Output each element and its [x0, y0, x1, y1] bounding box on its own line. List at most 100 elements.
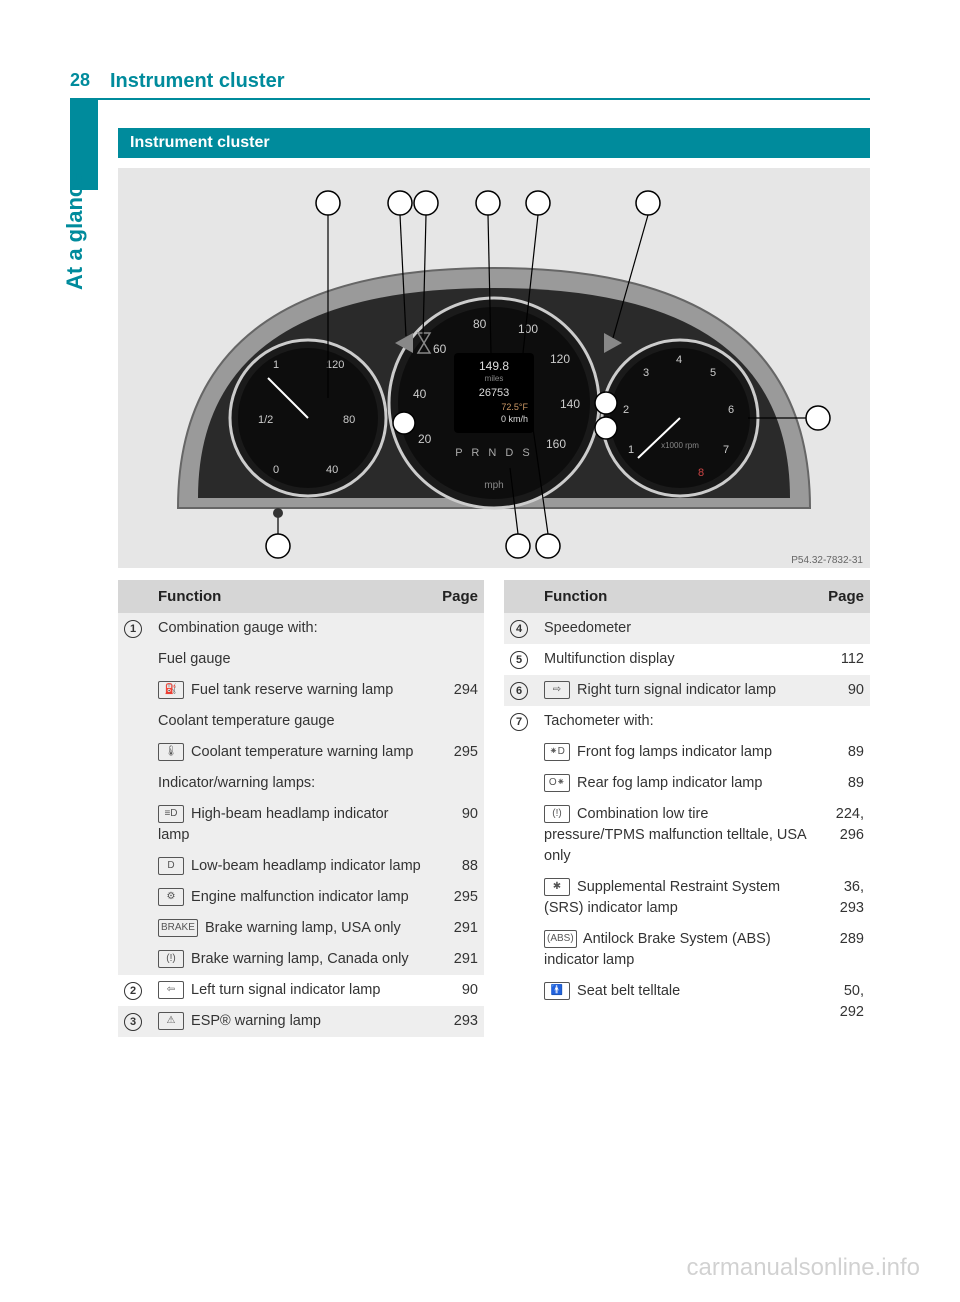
svg-text:120: 120 [326, 359, 344, 371]
row-function: ⁕D Front fog lamps indicator lamp [538, 737, 814, 768]
indicator-icon: ⛽ [158, 681, 184, 699]
title-underline [70, 98, 870, 100]
svg-text:4: 4 [676, 354, 682, 366]
row-marker: 6 [504, 675, 538, 706]
callout-marker: 3 [124, 1013, 142, 1031]
row-function: (ABS) Antilock Brake System (ABS) indica… [538, 924, 814, 976]
row-marker: 2 [118, 975, 152, 1006]
table-row: Coolant temperature gauge [118, 706, 484, 737]
row-marker [504, 768, 538, 799]
row-page: 289 [814, 924, 870, 976]
indicator-icon: (!) [544, 805, 570, 823]
svg-text:miles: miles [485, 374, 504, 383]
table-row: 7 Tachometer with: [504, 706, 870, 737]
row-function: ≡D High-beam headlamp indicator lamp [152, 799, 428, 851]
watermark: carmanualsonline.info [687, 1254, 920, 1282]
row-function: (!) Brake warning lamp, Canada only [152, 944, 428, 975]
row-marker: 5 [504, 644, 538, 675]
svg-text:0: 0 [273, 464, 279, 476]
table-row: 3⚠ ESP® warning lamp293 [118, 1006, 484, 1037]
table-row: Fuel gauge [118, 644, 484, 675]
svg-text:26753: 26753 [479, 387, 510, 399]
row-marker [504, 737, 538, 768]
section-header: Instrument cluster [118, 128, 870, 158]
indicator-icon: D [158, 857, 184, 875]
table-row: ≡D High-beam headlamp indicator lamp90 [118, 799, 484, 851]
row-marker [118, 675, 152, 706]
indicator-icon: ⁕D [544, 743, 570, 761]
page-title: Instrument cluster [110, 70, 284, 93]
table-row: 2⇦ Left turn signal indicator lamp90 [118, 975, 484, 1006]
table-row: O⁕ Rear fog lamp indicator lamp89 [504, 768, 870, 799]
callout-marker: 1 [124, 620, 142, 638]
svg-text:2: 2 [396, 196, 403, 211]
svg-text:0 km/h: 0 km/h [501, 414, 528, 424]
svg-text:5: 5 [710, 367, 716, 379]
right-table: Function Page 4Speedometer5Multifunction… [504, 580, 870, 1028]
row-page: 295 [428, 737, 484, 768]
row-function: D Low-beam headlamp indicator lamp [152, 851, 428, 882]
indicator-icon: ⇨ [544, 681, 570, 699]
svg-text:1: 1 [273, 359, 279, 371]
callout-marker: 6 [510, 682, 528, 700]
table-row: ⁕D Front fog lamps indicator lamp89 [504, 737, 870, 768]
col-function: Function [152, 580, 428, 613]
row-page [428, 613, 484, 644]
svg-text:4: 4 [484, 196, 492, 211]
svg-text:P R N D S: P R N D S [455, 447, 533, 459]
callout-marker: 7 [510, 713, 528, 731]
table-row: ⛽ Fuel tank reserve warning lamp294 [118, 675, 484, 706]
cluster-svg: 1 1/2 0 120 80 40 20 40 60 80 100 120 14… [118, 168, 870, 568]
row-function: Tachometer with: [538, 706, 814, 737]
indicator-icon: BRAKE [158, 919, 198, 937]
table-row: D Low-beam headlamp indicator lamp88 [118, 851, 484, 882]
svg-text:1: 1 [628, 444, 634, 456]
svg-text:8: 8 [603, 424, 609, 436]
svg-text:5: 5 [534, 196, 541, 211]
svg-text:mph: mph [484, 480, 503, 491]
svg-text:120: 120 [550, 352, 570, 366]
table-row: BRAKE Brake warning lamp, USA only291 [118, 913, 484, 944]
row-marker [118, 706, 152, 737]
svg-text:2: 2 [623, 404, 629, 416]
table-row: 🚹 Seat belt telltale50, 292 [504, 976, 870, 1028]
row-page: 36, 293 [814, 872, 870, 924]
svg-text:160: 160 [546, 437, 566, 451]
callout-marker: 4 [510, 620, 528, 638]
row-page [814, 706, 870, 737]
row-marker [118, 644, 152, 675]
right-column: Function Page 4Speedometer5Multifunction… [504, 580, 870, 1037]
row-page [428, 706, 484, 737]
row-marker [504, 872, 538, 924]
indicator-icon: (!) [158, 950, 184, 968]
row-marker [504, 976, 538, 1028]
svg-text:7: 7 [723, 444, 729, 456]
row-marker [504, 799, 538, 872]
row-marker [504, 924, 538, 976]
row-function: Fuel gauge [152, 644, 428, 675]
svg-text:60: 60 [433, 342, 447, 356]
svg-text:3: 3 [422, 196, 429, 211]
row-marker: 7 [504, 706, 538, 737]
row-function: Coolant temperature gauge [152, 706, 428, 737]
row-function: Combination gauge with: [152, 613, 428, 644]
indicator-icon: 🚹 [544, 982, 570, 1000]
row-page: 90 [428, 975, 484, 1006]
svg-text:80: 80 [473, 317, 487, 331]
row-function: Speedometer [538, 613, 814, 644]
svg-text:P54.32-7832-31: P54.32-7832-31 [791, 555, 863, 566]
col-marker [504, 580, 538, 613]
row-page: 88 [428, 851, 484, 882]
svg-text:140: 140 [560, 397, 580, 411]
row-function: ⚙ Engine malfunction indicator lamp [152, 882, 428, 913]
col-function: Function [538, 580, 814, 613]
indicator-icon: ≡D [158, 805, 184, 823]
col-page: Page [428, 580, 484, 613]
row-function: BRAKE Brake warning lamp, USA only [152, 913, 428, 944]
row-function: O⁕ Rear fog lamp indicator lamp [538, 768, 814, 799]
table-row: (ABS) Antilock Brake System (ABS) indica… [504, 924, 870, 976]
indicator-icon: ⚠ [158, 1012, 184, 1030]
row-page: 293 [428, 1006, 484, 1037]
row-page: 89 [814, 737, 870, 768]
table-row: 🌡 Coolant temperature warning lamp295 [118, 737, 484, 768]
